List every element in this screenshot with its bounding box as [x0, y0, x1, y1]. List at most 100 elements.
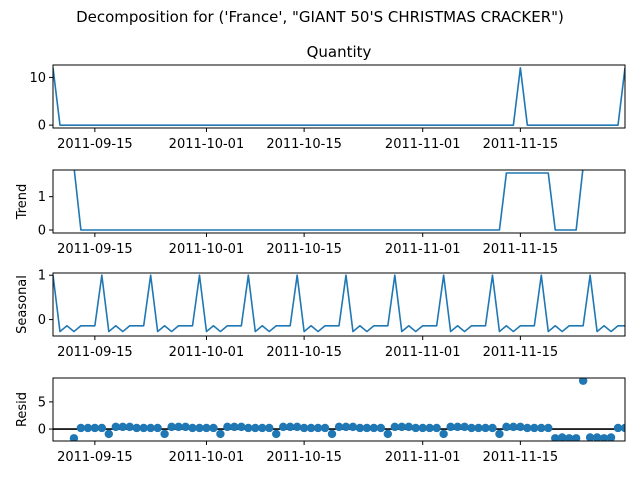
resid-point: [460, 422, 469, 432]
xtick-label: 2011-09-15: [57, 242, 133, 257]
resid-point: [635, 430, 640, 438]
resid-point: [202, 423, 211, 433]
xtick-label: 2011-11-15: [483, 242, 559, 257]
resid-point: [167, 422, 176, 432]
panel-4: Resid 0 5 2011-09-15 2011-10-01 2011-10-15 201…: [15, 377, 640, 465]
resid-point: [83, 423, 93, 433]
series-line: [53, 274, 625, 333]
xtick-label: 2011-10-01: [169, 137, 245, 152]
xtick-label: 2011-09-15: [57, 137, 133, 152]
resid-point: [397, 422, 406, 432]
resid-point: [195, 423, 204, 433]
resid-point: [565, 434, 574, 441]
xtick-label: 2011-10-15: [266, 242, 342, 257]
resid-point: [334, 422, 344, 432]
resid-point: [578, 378, 588, 385]
xtick-label: 2011-10-01: [169, 345, 245, 360]
resid-point: [265, 423, 274, 433]
ytick-label: 0: [38, 119, 46, 134]
resid-point: [216, 429, 225, 439]
resid-point: [537, 423, 546, 433]
axes-frame: [52, 64, 626, 129]
xtick-label: 2011-11-01: [385, 345, 461, 360]
resid-point: [258, 423, 267, 433]
resid-point: [174, 422, 183, 432]
resid-point: [355, 423, 365, 433]
resid-point: [279, 422, 288, 432]
resid-point: [613, 423, 623, 433]
xtick-label: 2011-11-15: [483, 450, 559, 465]
resid-point: [327, 429, 337, 439]
xtick-label: 2011-10-01: [169, 242, 245, 257]
xtick-label: 2011-11-15: [483, 345, 559, 360]
panel-2: Trend 0 1 2011-09-15 2011-10-01 2011-10-15 201…: [15, 169, 626, 257]
resid-point: [523, 423, 532, 433]
resid-point: [251, 423, 260, 433]
resid-point: [432, 423, 441, 433]
xtick-label: 2011-10-15: [266, 137, 342, 152]
resid-point: [69, 434, 79, 441]
resid-point: [237, 422, 246, 432]
resid-point: [474, 423, 483, 433]
resid-point: [306, 423, 316, 433]
resid-point: [188, 423, 197, 433]
resid-point: [299, 423, 309, 433]
resid-point: [125, 422, 134, 432]
xtick-label: 2011-11-15: [483, 137, 559, 152]
xtick-label: 2011-10-01: [169, 450, 245, 465]
resid-point: [488, 423, 497, 433]
axes-frame: [52, 272, 626, 337]
resid-point: [620, 423, 625, 433]
xtick-label: 2011-10-15: [266, 450, 342, 465]
resid-point: [592, 433, 602, 441]
resid-point: [97, 423, 107, 433]
resid-point: [313, 423, 323, 433]
resid-point: [446, 422, 455, 432]
xtick-label: 2011-11-01: [385, 137, 461, 152]
xtick-label: 2011-11-01: [385, 242, 461, 257]
resid-point: [551, 434, 560, 441]
axes-frame: [52, 377, 626, 442]
plot-area: [53, 67, 625, 126]
resid-point: [348, 422, 358, 432]
resid-point: [292, 422, 302, 432]
resid-point: [599, 434, 609, 441]
resid-point: [285, 422, 295, 432]
resid-point: [223, 422, 232, 432]
resid-point: [369, 423, 379, 433]
resid-point: [418, 423, 427, 433]
xtick-label: 2011-11-01: [385, 450, 461, 465]
xtick-label: 2011-09-15: [57, 450, 133, 465]
resid-point: [502, 422, 511, 432]
panel-title: Quantity: [307, 43, 372, 61]
resid-point: [272, 429, 281, 439]
resid-point: [181, 422, 190, 432]
resid-point: [209, 423, 218, 433]
resid-point: [104, 429, 114, 439]
figure-title: Decomposition for ('France', "GIANT 50'S…: [76, 8, 564, 26]
resid-point: [509, 422, 518, 432]
series-line: [53, 67, 625, 126]
resid-point: [244, 423, 253, 433]
panels: Quantity 0 1 0 2011-09-15 2011-10-01 2011-10-1…: [15, 43, 640, 465]
resid-point: [585, 433, 595, 441]
resid-point: [439, 429, 448, 439]
resid-point: [530, 423, 539, 433]
resid-point: [411, 423, 420, 433]
resid-point: [90, 423, 100, 433]
resid-point: [383, 429, 393, 439]
resid-point: [160, 429, 169, 439]
resid-point: [132, 423, 141, 433]
resid-point: [341, 422, 351, 432]
ytick-label: 1: [38, 269, 46, 284]
resid-point: [606, 433, 616, 441]
resid-point: [320, 423, 330, 433]
resid-point: [230, 422, 239, 432]
resid-point: [628, 424, 636, 432]
resid-point: [558, 433, 567, 441]
ytick-label: 0: [38, 313, 46, 328]
ylabel: Trend: [15, 184, 30, 221]
resid-point: [76, 423, 86, 433]
plot-area: [69, 378, 640, 441]
